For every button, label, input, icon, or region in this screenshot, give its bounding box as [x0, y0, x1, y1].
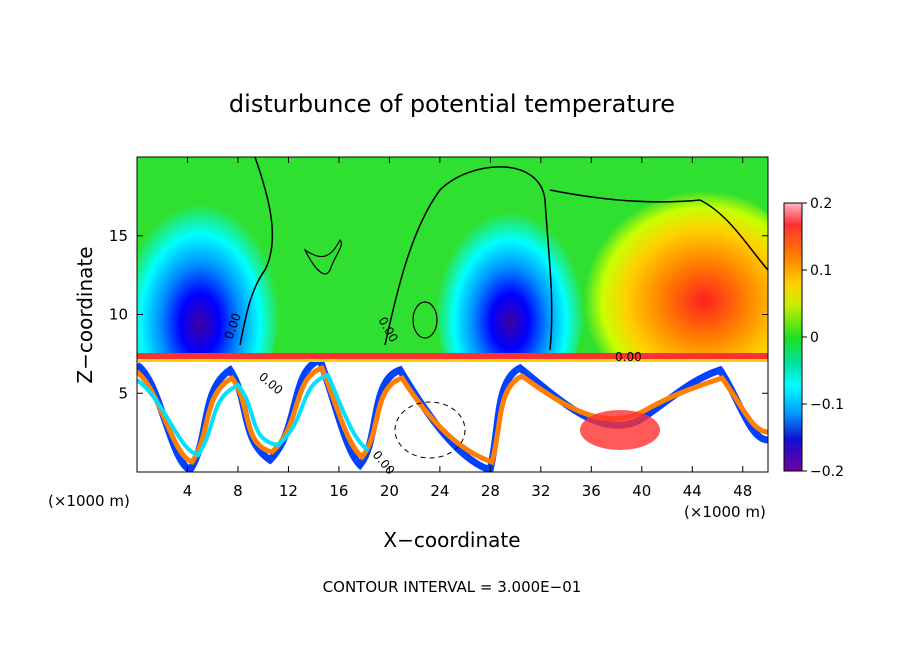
x-tick-label: 8: [233, 482, 243, 500]
warm-blob-lower: [580, 410, 660, 450]
x-tick-label: 32: [531, 482, 550, 500]
x-axis: 4 8 12 16 20 24 28 32 36 40 44 48: [183, 157, 752, 500]
x-tick-label: 36: [582, 482, 601, 500]
interface-band-2: [137, 359, 768, 362]
x-tick-label: 48: [733, 482, 752, 500]
zero-contour-2: [384, 166, 553, 351]
mix-band-orange: [137, 364, 768, 466]
colorbar: [783, 202, 803, 472]
plot-area: [137, 157, 768, 472]
zero-contour-4: [303, 238, 342, 275]
colorbar-tick-label: 0: [810, 330, 819, 346]
x-tick-label: 12: [279, 482, 298, 500]
warm-anomaly-right: [560, 180, 768, 400]
y-axis-label: Z−coordinate: [73, 246, 97, 383]
interface-band: [137, 353, 768, 359]
zero-contour-3: [549, 189, 768, 271]
mix-band-cyan: [137, 372, 370, 458]
zero-contour-1: [239, 157, 274, 346]
x-tick-label: 16: [329, 482, 348, 500]
colorbar-ticks: 0.2 0.1 0 −0.1 −0.2: [802, 196, 844, 480]
x-unit-right: (×1000 m): [684, 503, 766, 521]
colorbar-tick-label: 0.1: [810, 263, 832, 279]
y-tick-label: 10: [109, 306, 128, 324]
colorbar-tick-label: −0.2: [810, 464, 844, 480]
x-tick-label: 24: [430, 482, 449, 500]
contour-interval-note: CONTOUR INTERVAL = 3.000E−01: [323, 578, 582, 596]
zero-contour-5: [412, 301, 438, 339]
x-unit-left: (×1000 m): [48, 492, 130, 510]
x-tick-label: 44: [683, 482, 702, 500]
x-tick-label: 4: [183, 482, 193, 500]
eddy-contour: [394, 401, 466, 459]
colorbar-tick-label: −0.1: [810, 397, 844, 413]
contour-label: 0.00: [615, 350, 642, 364]
y-tick-label: 5: [118, 384, 128, 402]
chart-title: disturbunce of potential temperature: [229, 90, 675, 118]
y-tick-label: 15: [109, 227, 128, 245]
x-tick-label: 20: [380, 482, 399, 500]
x-axis-label: X−coordinate: [383, 528, 520, 552]
y-axis: 5 10 15: [109, 227, 768, 402]
x-tick-label: 40: [632, 482, 651, 500]
colorbar-tick-label: 0.2: [810, 196, 832, 212]
x-tick-label: 28: [481, 482, 500, 500]
